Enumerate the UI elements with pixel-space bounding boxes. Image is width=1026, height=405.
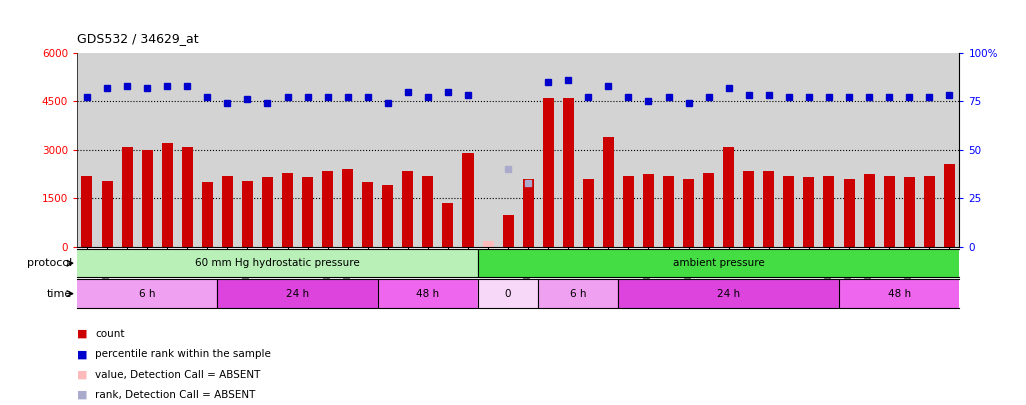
Bar xyxy=(503,215,514,247)
Text: count: count xyxy=(95,329,125,339)
Text: 24 h: 24 h xyxy=(717,289,740,298)
Bar xyxy=(904,177,915,247)
Bar xyxy=(222,176,233,247)
Bar xyxy=(478,279,539,308)
Bar xyxy=(944,164,955,247)
Text: 0: 0 xyxy=(505,289,511,298)
Text: ■: ■ xyxy=(77,329,87,339)
Bar xyxy=(643,174,654,247)
Bar xyxy=(182,147,193,247)
Bar xyxy=(302,177,313,247)
Bar xyxy=(482,241,494,247)
Bar xyxy=(282,173,293,247)
Text: 60 mm Hg hydrostatic pressure: 60 mm Hg hydrostatic pressure xyxy=(195,258,360,268)
Text: GDS532 / 34629_at: GDS532 / 34629_at xyxy=(77,32,199,45)
Text: rank, Detection Call = ABSENT: rank, Detection Call = ABSENT xyxy=(95,390,255,400)
Text: value, Detection Call = ABSENT: value, Detection Call = ABSENT xyxy=(95,370,261,379)
Bar xyxy=(121,147,132,247)
Text: 6 h: 6 h xyxy=(139,289,155,298)
Text: time: time xyxy=(46,289,72,298)
Text: ambient pressure: ambient pressure xyxy=(673,258,764,268)
Bar xyxy=(783,176,794,247)
Text: 48 h: 48 h xyxy=(417,289,439,298)
Bar xyxy=(623,176,634,247)
Bar xyxy=(543,98,554,247)
Text: 6 h: 6 h xyxy=(570,289,587,298)
Bar xyxy=(923,176,935,247)
Bar xyxy=(242,181,253,247)
Bar xyxy=(342,169,353,247)
Text: protocol: protocol xyxy=(27,258,72,268)
Bar xyxy=(218,279,378,308)
Text: 48 h: 48 h xyxy=(887,289,911,298)
Bar xyxy=(883,176,895,247)
Bar xyxy=(803,177,815,247)
Bar xyxy=(77,249,478,277)
Bar xyxy=(322,171,333,247)
Bar xyxy=(522,179,534,247)
Text: ■: ■ xyxy=(77,370,87,379)
Bar xyxy=(703,173,714,247)
Bar xyxy=(402,171,413,247)
Bar xyxy=(478,249,959,277)
Bar xyxy=(619,279,839,308)
Bar xyxy=(663,176,674,247)
Text: ■: ■ xyxy=(77,390,87,400)
Text: percentile rank within the sample: percentile rank within the sample xyxy=(95,350,271,359)
Bar xyxy=(763,171,775,247)
Bar xyxy=(839,279,959,308)
Bar xyxy=(423,176,433,247)
Bar xyxy=(202,182,212,247)
Bar xyxy=(463,153,474,247)
Text: ■: ■ xyxy=(77,350,87,359)
Bar xyxy=(723,147,735,247)
Bar xyxy=(378,279,478,308)
Text: 24 h: 24 h xyxy=(286,289,309,298)
Bar xyxy=(77,279,218,308)
Bar xyxy=(743,171,754,247)
Bar xyxy=(843,179,855,247)
Bar xyxy=(824,176,834,247)
Bar xyxy=(562,98,574,247)
Bar xyxy=(162,143,172,247)
Bar xyxy=(603,137,614,247)
Bar xyxy=(262,177,273,247)
Bar xyxy=(583,179,594,247)
Bar xyxy=(362,182,373,247)
Bar xyxy=(383,185,393,247)
Bar xyxy=(81,176,92,247)
Bar xyxy=(102,181,113,247)
Bar xyxy=(442,203,453,247)
Bar xyxy=(864,174,874,247)
Bar xyxy=(539,279,619,308)
Bar xyxy=(683,179,695,247)
Bar xyxy=(142,150,153,247)
